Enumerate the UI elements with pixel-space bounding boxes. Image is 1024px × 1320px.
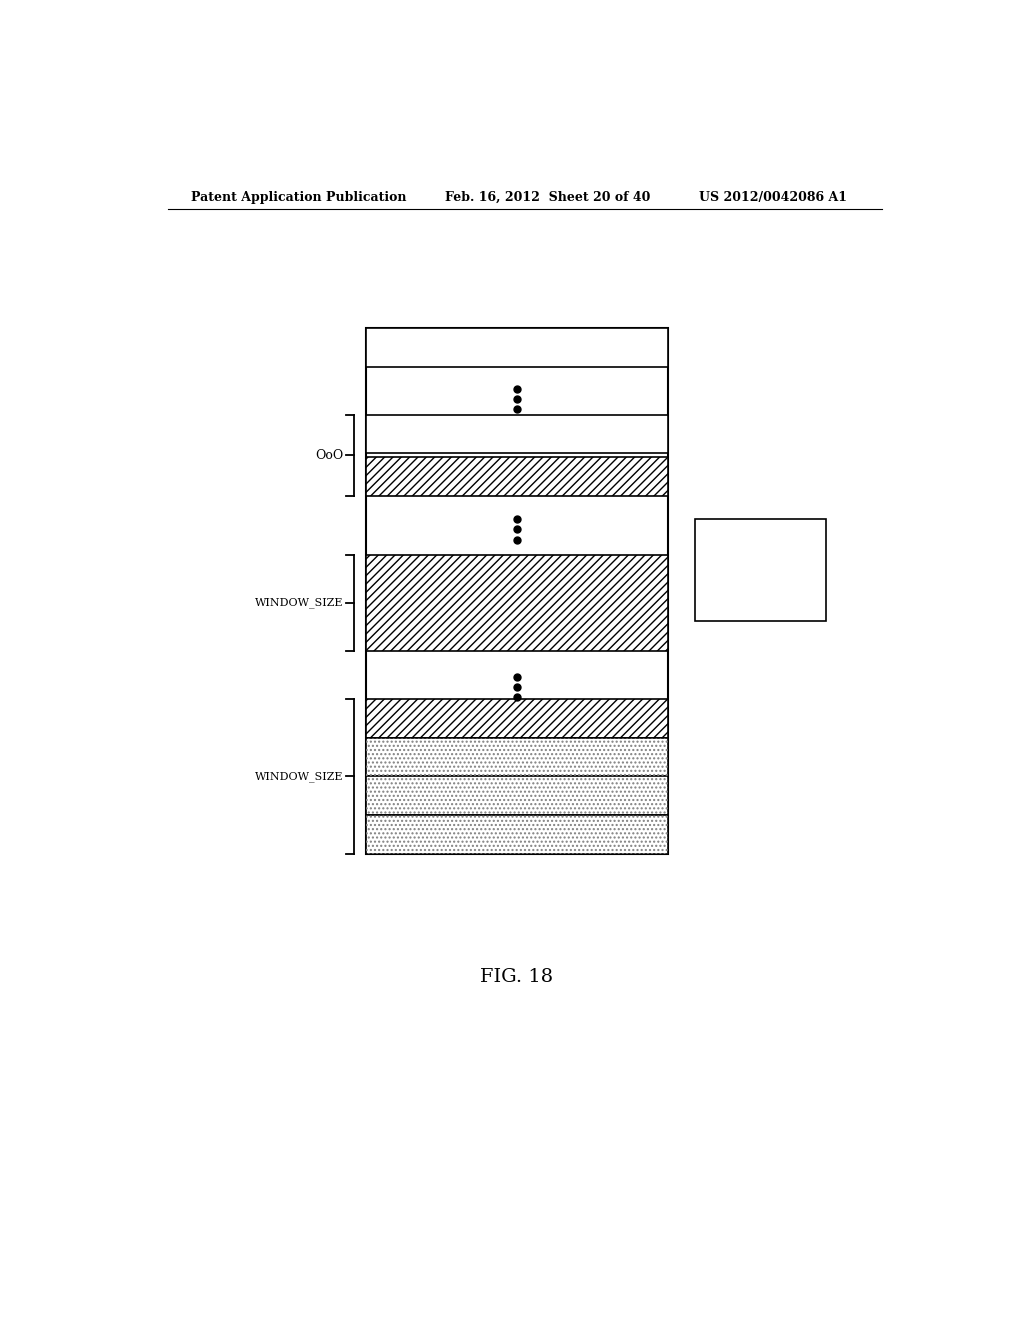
Text: OoO: OoO — [315, 449, 344, 462]
Text: US 2012/0042086 A1: US 2012/0042086 A1 — [699, 190, 848, 203]
Bar — [367, 414, 668, 453]
Bar — [367, 700, 668, 738]
Bar — [367, 457, 668, 496]
Text: WINDOW_SIZE: WINDOW_SIZE — [255, 598, 344, 609]
Text: Patent Application Publication: Patent Application Publication — [191, 190, 407, 203]
Text: USED: USED — [736, 590, 770, 601]
Bar — [706, 557, 729, 578]
Text: WINDOW_SIZE: WINDOW_SIZE — [255, 771, 344, 781]
Bar — [367, 814, 668, 854]
Bar — [367, 554, 668, 651]
Text: INACTIVE: INACTIVE — [736, 535, 795, 545]
Bar — [706, 585, 729, 606]
Bar — [367, 776, 668, 814]
Text: ACTIVE: ACTIVE — [736, 562, 780, 573]
Bar — [367, 329, 668, 367]
Bar — [367, 738, 668, 776]
Bar — [367, 776, 668, 814]
Bar — [706, 585, 729, 606]
Text: FIG. 18: FIG. 18 — [480, 968, 553, 986]
Bar — [695, 519, 826, 620]
Bar — [367, 814, 668, 854]
Bar — [367, 554, 668, 651]
Bar — [367, 329, 668, 854]
Bar — [367, 700, 668, 738]
Bar — [706, 529, 729, 550]
Bar — [706, 557, 729, 578]
Text: Feb. 16, 2012  Sheet 20 of 40: Feb. 16, 2012 Sheet 20 of 40 — [445, 190, 651, 203]
Bar — [367, 457, 668, 496]
Bar — [367, 738, 668, 776]
